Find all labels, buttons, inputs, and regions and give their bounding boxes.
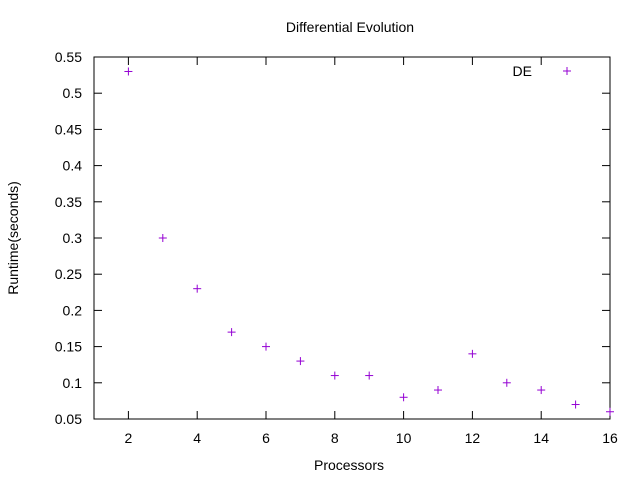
y-tick-label: 0.35 xyxy=(55,194,82,210)
y-axis-ticks: 0.05 0.1 0.15 0.2 0.25 0.3 0.35 0.4 0.45 0.5 0.55 xyxy=(55,49,610,427)
data-point xyxy=(606,407,614,416)
data-point xyxy=(468,349,477,358)
legend-label: DE xyxy=(513,63,532,79)
x-tick-label: 6 xyxy=(262,430,270,446)
y-tick-label: 0.45 xyxy=(55,121,82,137)
y-tick-label: 0.55 xyxy=(55,49,82,65)
data-point xyxy=(158,234,167,242)
data-point xyxy=(296,357,305,366)
data-point xyxy=(193,284,202,293)
plot-frame xyxy=(93,56,611,420)
data-point xyxy=(124,67,133,76)
legend: DE xyxy=(513,63,571,79)
chart-title: Differential Evolution xyxy=(286,19,414,35)
x-tick-label: 4 xyxy=(193,430,201,446)
y-axis-label: Runtime(seconds) xyxy=(5,181,21,295)
y-tick-label: 0.15 xyxy=(55,339,82,355)
y-tick-label: 0.5 xyxy=(63,85,83,101)
data-point xyxy=(227,328,236,337)
x-tick-label: 8 xyxy=(331,430,339,446)
x-tick-label: 14 xyxy=(533,430,549,446)
y-tick-label: 0.05 xyxy=(55,411,82,427)
data-point xyxy=(502,378,511,387)
data-point xyxy=(399,393,408,402)
x-axis-ticks: 2 4 6 8 10 12 14 16 xyxy=(125,57,618,446)
legend-marker-plus xyxy=(563,67,571,75)
y-tick-label: 0.3 xyxy=(63,230,83,246)
legend-marker xyxy=(563,67,571,75)
data-point xyxy=(330,371,339,380)
x-axis-label: Processors xyxy=(314,457,384,473)
x-tick-label: 2 xyxy=(125,430,133,446)
x-tick-label: 12 xyxy=(465,430,481,446)
x-tick-label: 10 xyxy=(396,430,412,446)
data-points xyxy=(124,67,614,416)
y-tick-label: 0.4 xyxy=(63,158,83,174)
data-point xyxy=(571,400,580,409)
x-tick-label: 16 xyxy=(602,430,618,446)
y-tick-label: 0.25 xyxy=(55,266,82,282)
data-point xyxy=(365,371,374,380)
y-tick-label: 0.2 xyxy=(63,302,83,318)
data-point xyxy=(434,386,442,395)
data-point xyxy=(537,386,546,395)
data-point xyxy=(262,342,270,351)
y-tick-label: 0.1 xyxy=(63,375,83,391)
